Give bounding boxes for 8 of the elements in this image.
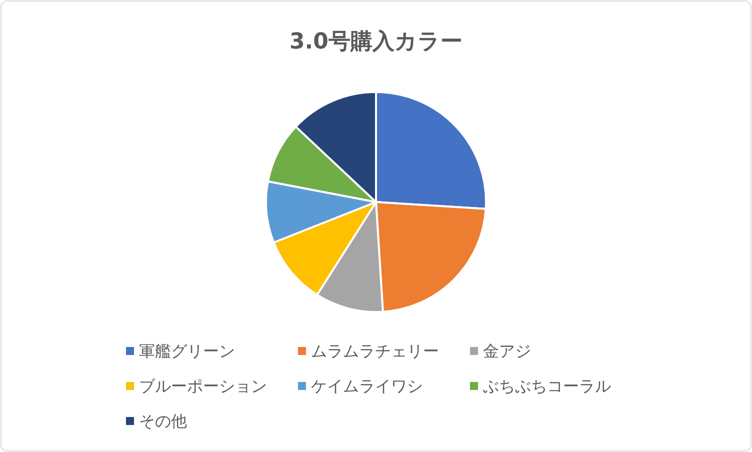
legend-label: ムラムラチェリー bbox=[311, 342, 439, 360]
legend-label: その他 bbox=[139, 412, 187, 430]
chart-title: 3.0号購入カラー bbox=[290, 30, 462, 54]
legend-label: ケイムライワシ bbox=[311, 376, 423, 396]
legend-label: ぶちぶちコーラル bbox=[483, 376, 611, 396]
legend-label: ブルーポーション bbox=[139, 376, 267, 396]
legend-label: 軍艦グリーン bbox=[139, 342, 235, 360]
legend-label: 金アジ bbox=[483, 342, 531, 360]
